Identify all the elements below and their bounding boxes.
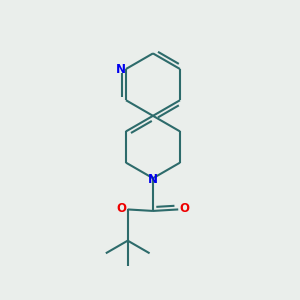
Text: N: N [116, 62, 126, 76]
Text: O: O [180, 202, 190, 215]
Text: O: O [116, 202, 126, 215]
Text: N: N [148, 173, 158, 186]
